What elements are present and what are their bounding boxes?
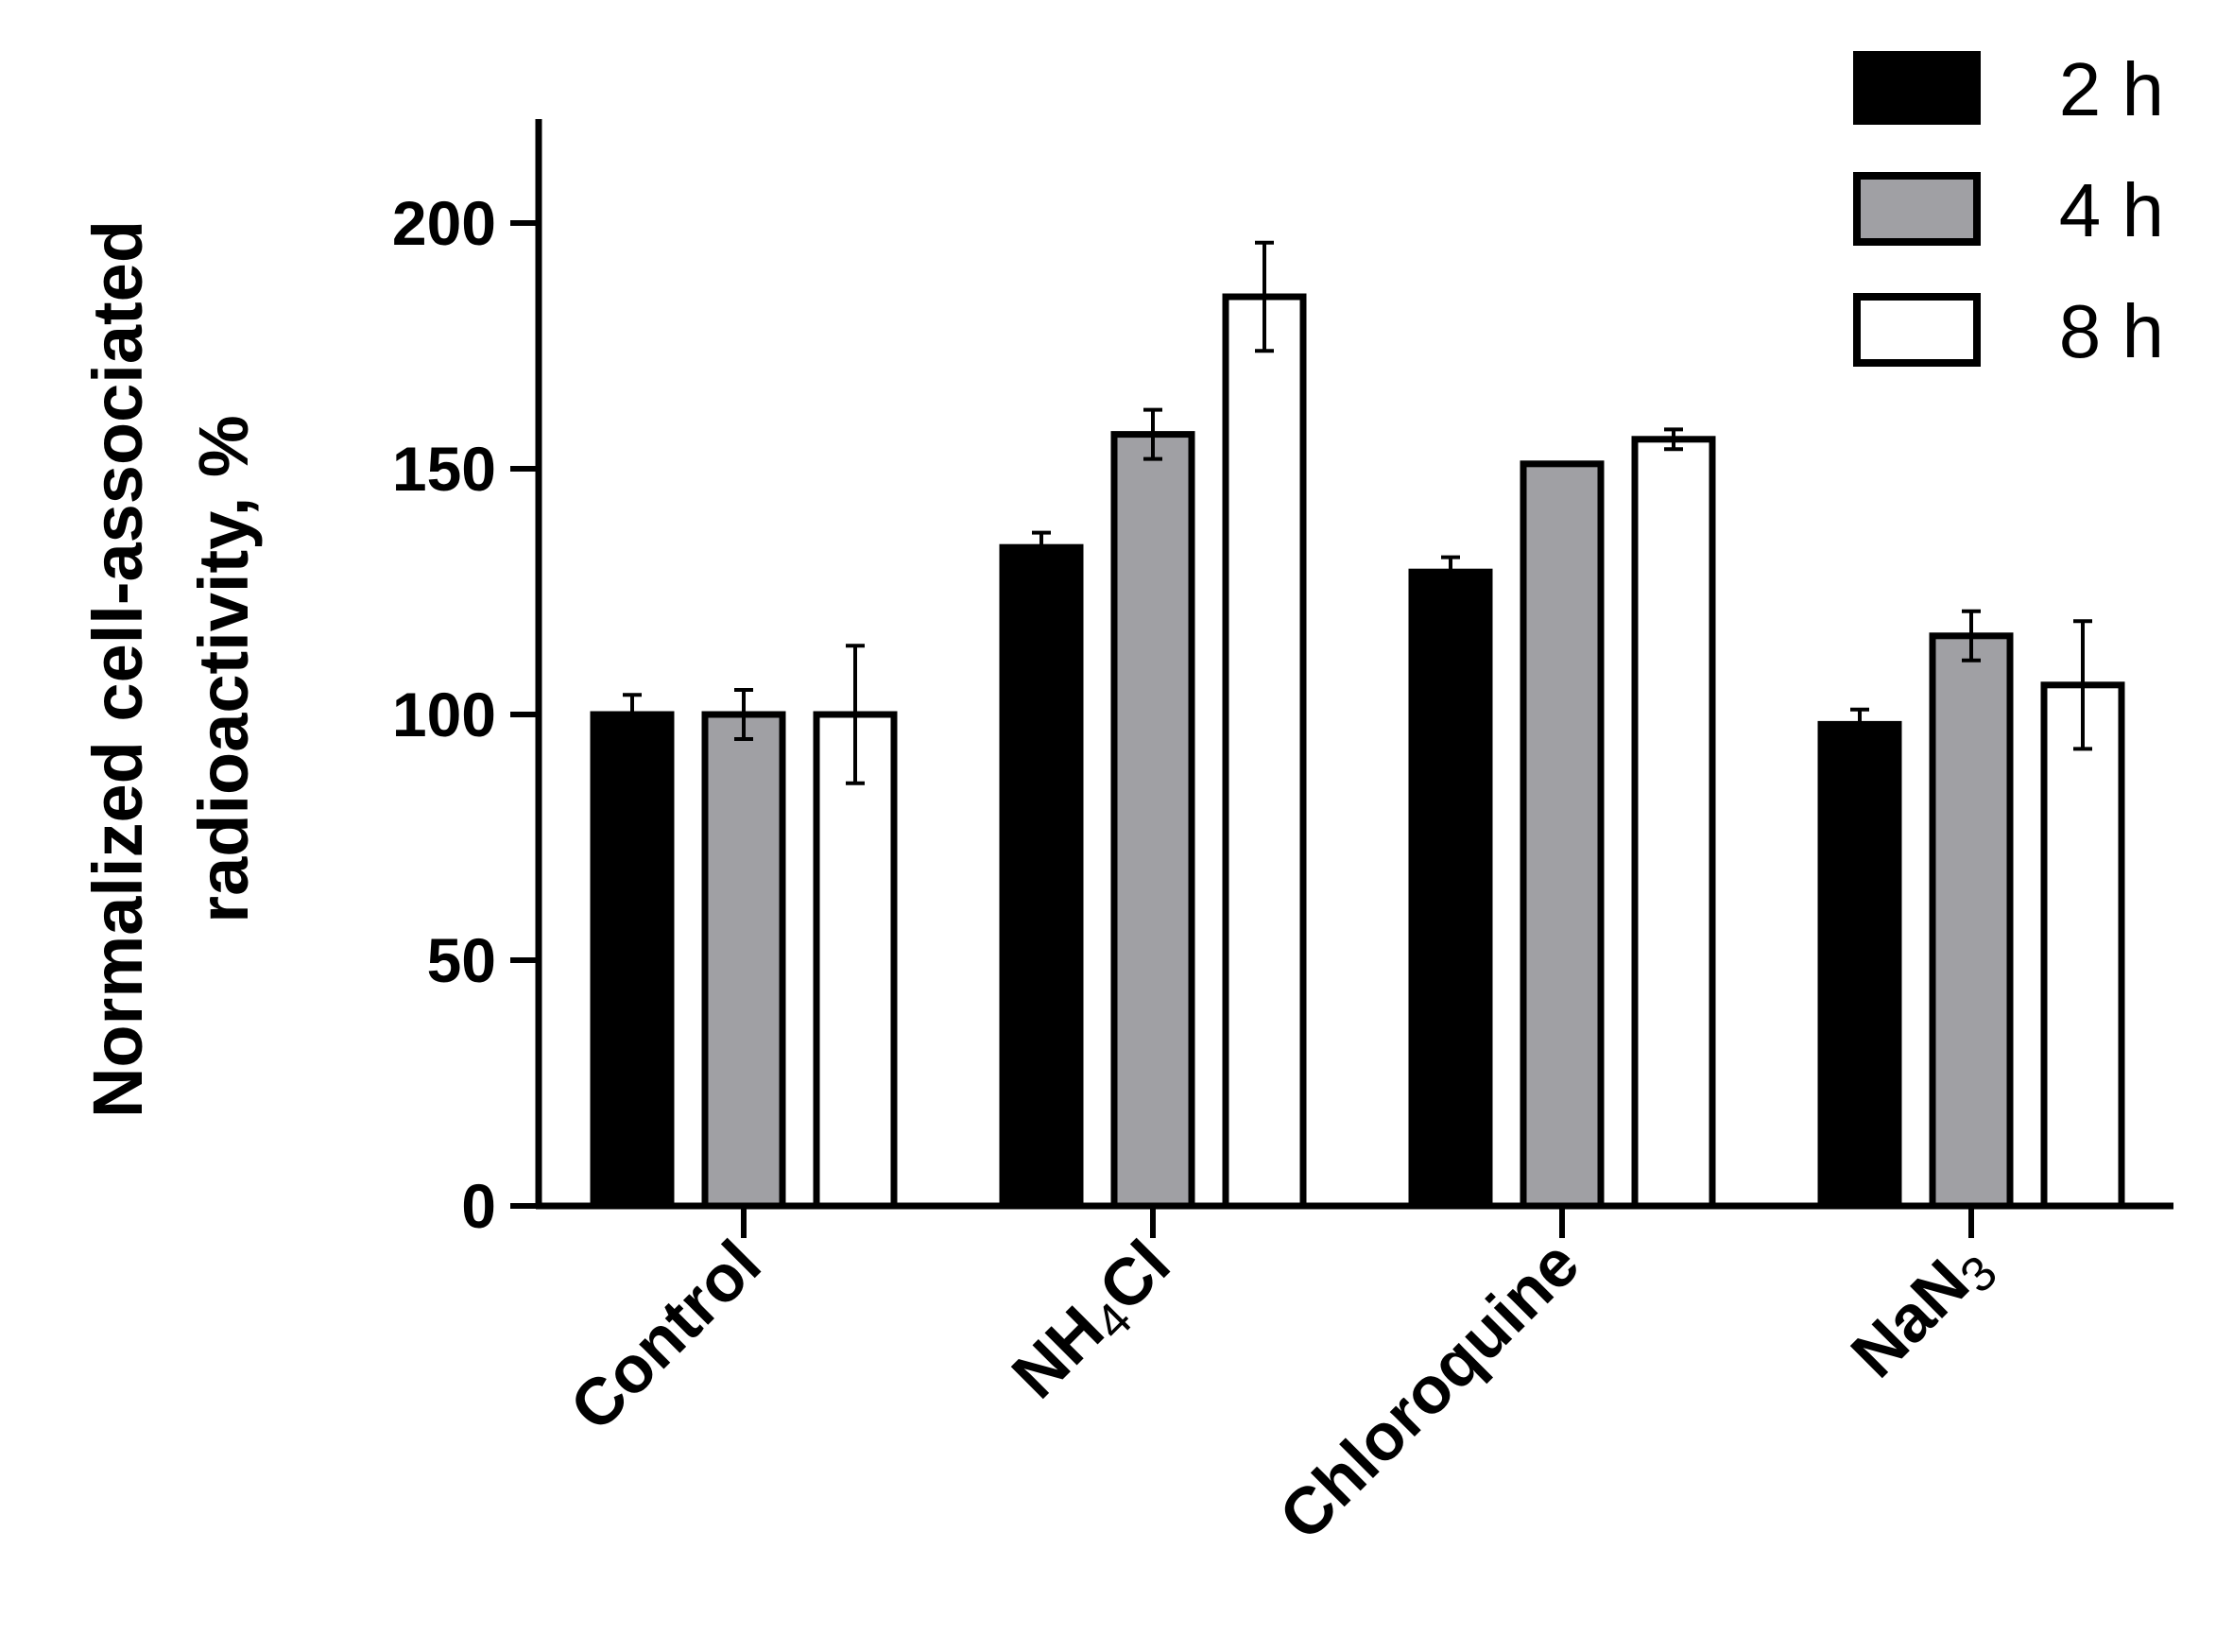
y-tick-label: 0: [461, 1171, 496, 1241]
legend-swatch: [1853, 172, 1981, 246]
y-tick-label: 100: [392, 680, 496, 749]
axes: 0 50 100 150 200: [392, 119, 2173, 1241]
bar: [1110, 431, 1195, 1210]
y-axis-label-line: radioactivity, %: [184, 415, 263, 922]
bar: [590, 711, 675, 1210]
bar: [813, 711, 898, 1210]
bar: [1929, 632, 2014, 1210]
y-axis-label-line: Normalized cell-associated: [78, 220, 157, 1118]
legend-label: 4 h: [2059, 168, 2164, 252]
legend-label: 8 h: [2059, 289, 2164, 373]
x-tick-label: Control: [557, 1226, 775, 1444]
legend: 2 h 4 h 8 h: [1853, 47, 2164, 373]
bar: [701, 711, 786, 1210]
legend-label: 2 h: [2059, 47, 2164, 131]
bars: [590, 240, 2125, 1210]
legend-swatch: [1853, 293, 1981, 367]
bar: [1520, 460, 1605, 1210]
y-tick-label: 200: [392, 188, 496, 258]
x-tick-labels: Control NH4Cl Chloroquine NaN3: [557, 1226, 2008, 1554]
bar: [1817, 720, 1902, 1210]
bar: [1408, 568, 1493, 1210]
x-tick-label: NaN3: [1837, 1226, 2008, 1397]
legend-swatch: [1853, 51, 1981, 125]
bar: [1631, 436, 1716, 1210]
y-tick-label: 150: [392, 434, 496, 504]
bar: [999, 543, 1084, 1210]
x-tick-label: Chloroquine: [1265, 1226, 1593, 1554]
bar: [1222, 293, 1307, 1210]
x-tick-label: NH4Cl: [998, 1226, 1190, 1418]
y-axis-label: Normalized cell-associated radioactivity,…: [78, 220, 263, 1118]
bar: [2040, 681, 2125, 1210]
y-tick-label: 50: [427, 925, 496, 995]
